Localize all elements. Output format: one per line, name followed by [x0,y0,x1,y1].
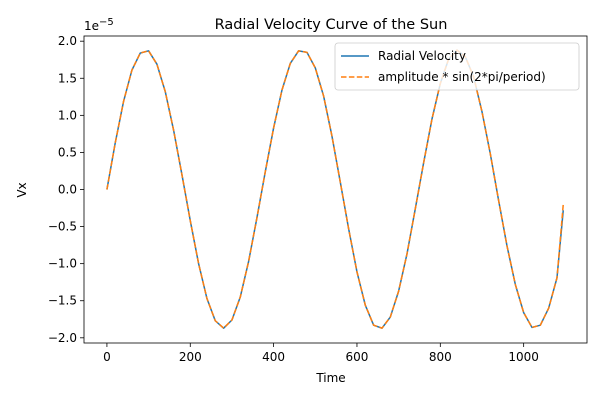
chart-title: Radial Velocity Curve of the Sun [215,17,448,33]
legend-box [334,42,580,91]
x-axis-ticks: 0 200 400 600 800 1000 [103,343,539,364]
series-lines [106,49,564,329]
y-axis-label: Vx [15,182,29,197]
y-tick-label: −1.0 [48,257,77,271]
legend-label-2: amplitude * sin(2*pi/period) [378,70,546,84]
series-line-2 [106,49,564,329]
y-axis-offset-text: 1e−5 [84,17,114,33]
y-tick-label: 2.0 [58,34,77,48]
y-tick-label: 1.5 [58,71,77,85]
y-tick-label: 0.0 [58,183,77,197]
x-tick-label: 0 [103,350,111,364]
y-axis-ticks: −2.0 −1.5 −1.0 −0.5 0.0 0.5 1.0 1.5 2.0 [48,34,84,345]
x-tick-label: 1000 [508,350,539,364]
y-tick-label: 1.0 [58,108,77,122]
legend: Radial Velocity amplitude * sin(2*pi/peri… [334,42,580,91]
x-tick-label: 800 [429,350,452,364]
x-tick-label: 400 [262,350,285,364]
x-axis-label: Time [315,371,345,385]
legend-label-1: Radial Velocity [378,49,466,63]
x-tick-label: 600 [346,350,369,364]
y-tick-label: −2.0 [48,331,77,345]
x-tick-label: 200 [179,350,202,364]
y-tick-label: −0.5 [48,220,77,234]
y-tick-label: 0.5 [58,145,77,159]
plot-area: Radial Velocity amplitude * sin(2*pi/peri… [83,35,588,344]
y-tick-label: −1.5 [48,294,77,308]
